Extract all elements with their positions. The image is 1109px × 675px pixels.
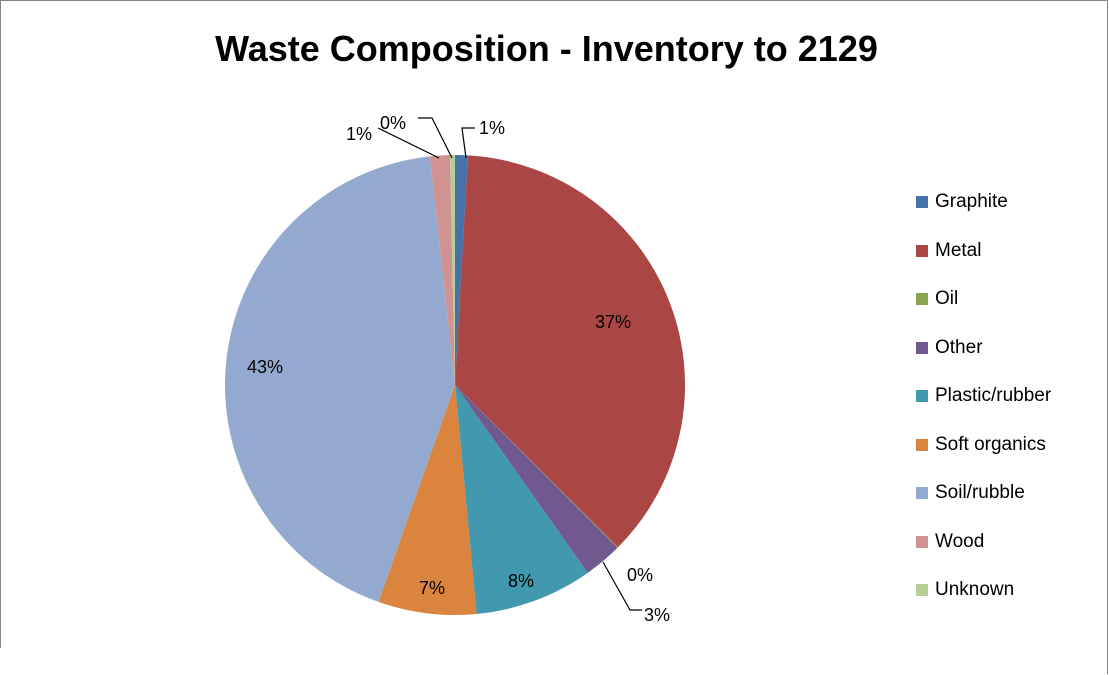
legend-label: Metal	[935, 239, 982, 261]
legend-item-soft-organics: Soft organics	[916, 421, 1051, 470]
data-label-plastic-rubber: 8%	[508, 571, 534, 591]
legend-item-unknown: Unknown	[916, 566, 1051, 615]
legend-swatch	[916, 584, 928, 597]
legend-label: Unknown	[935, 579, 1015, 601]
data-label-other: 3%	[644, 605, 670, 625]
leader-line-graphite	[461, 127, 475, 159]
data-label-oil: 0%	[627, 565, 653, 585]
legend-label: Graphite	[935, 191, 1008, 213]
legend-item-oil: Oil	[916, 275, 1051, 324]
legend-swatch	[916, 341, 928, 354]
legend-label: Soil/rubble	[935, 482, 1025, 504]
leader-line-unknown	[418, 117, 453, 159]
legend-label: Other	[935, 336, 983, 358]
chart-frame-left-border	[0, 0, 1, 648]
pie-slice-wood	[429, 155, 455, 385]
pie-slice-soil-rubble	[224, 156, 455, 602]
data-label-soft-organics: 7%	[419, 578, 445, 598]
leader-line-wood	[377, 127, 440, 159]
chart-legend: Graphite Metal Oil Other Plastic/rubber Soft …	[916, 178, 1051, 615]
legend-swatch	[916, 196, 928, 209]
legend-swatch	[916, 438, 928, 451]
legend-item-plastic-rubber: Plastic/rubber	[916, 372, 1051, 421]
legend-swatch	[916, 487, 928, 500]
legend-item-soil-rubble: Soil/rubble	[916, 469, 1051, 518]
pie-slice-plastic-rubber	[455, 385, 588, 614]
legend-label: Plastic/rubber	[935, 385, 1052, 407]
pie-slice-graphite	[455, 155, 468, 385]
legend-swatch	[916, 244, 928, 257]
leader-line-other	[602, 561, 642, 611]
data-label-soil-rubble: 43%	[247, 357, 283, 377]
pie-slice-soft-organics	[378, 385, 477, 615]
legend-swatch	[916, 535, 928, 548]
pie-slice-unknown	[449, 155, 455, 385]
pie-slice-oil	[455, 385, 619, 548]
pie-slice-other	[455, 385, 618, 573]
data-label-unknown: 0%	[380, 113, 406, 133]
legend-item-other: Other	[916, 324, 1051, 373]
legend-label: Soft organics	[935, 433, 1046, 455]
legend-swatch	[916, 293, 928, 306]
legend-label: Wood	[935, 530, 985, 552]
data-label-graphite: 1%	[479, 118, 505, 138]
data-label-metal: 37%	[595, 312, 631, 332]
legend-item-graphite: Graphite	[916, 178, 1051, 227]
pie-slice-metal	[455, 155, 685, 548]
legend-item-wood: Wood	[916, 518, 1051, 567]
chart-title: Waste Composition - Inventory to 2129	[215, 28, 878, 69]
legend-swatch	[916, 390, 928, 403]
legend-label: Oil	[935, 288, 959, 310]
legend-item-metal: Metal	[916, 227, 1051, 276]
data-label-wood: 1%	[346, 124, 372, 144]
